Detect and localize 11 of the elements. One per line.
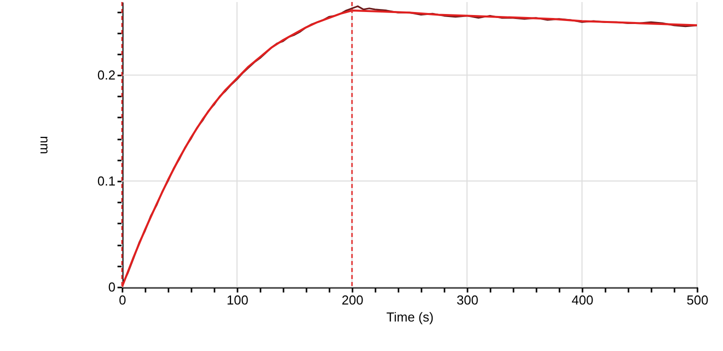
x-tick-label: 100: [226, 292, 248, 308]
y-tick-label: 0.1: [97, 174, 116, 189]
y-tick-label: 0.2: [97, 68, 116, 83]
x-tick-label: 0: [118, 292, 126, 308]
x-tick-label: 200: [342, 292, 364, 308]
y-tick-label: 0: [108, 280, 116, 294]
x-tick-label: 500: [686, 292, 708, 308]
x-tick-label: 400: [572, 292, 594, 308]
x-axis-title: Time (s): [386, 310, 434, 324]
x-tick-label: 300: [456, 292, 478, 308]
y-axis-title: nm: [37, 136, 52, 154]
